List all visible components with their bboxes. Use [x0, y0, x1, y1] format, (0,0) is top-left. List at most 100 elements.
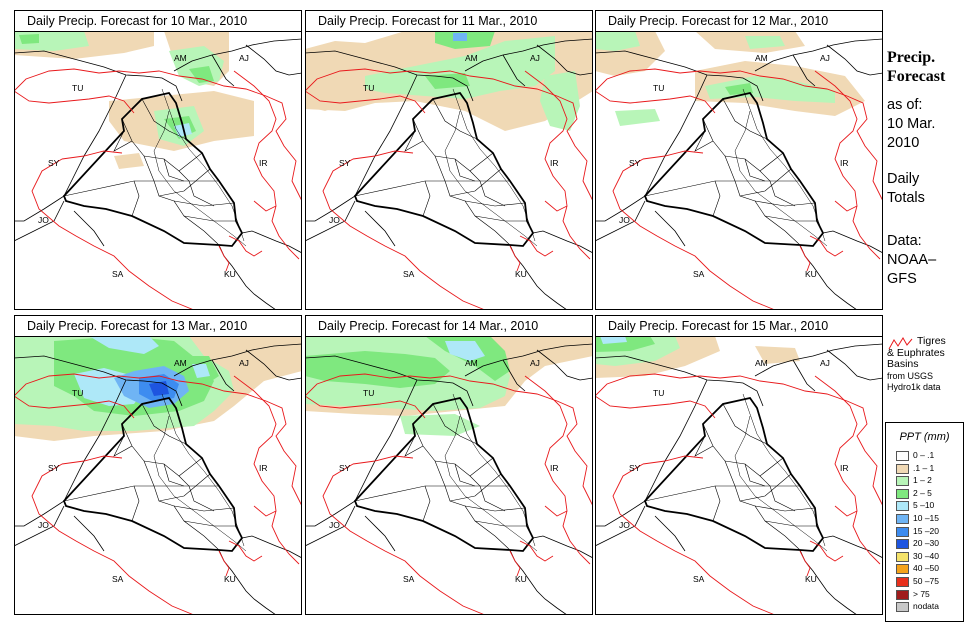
river-line — [742, 393, 826, 547]
country-border — [536, 349, 593, 381]
basin-boundary — [61, 150, 123, 160]
basin-boundary — [809, 540, 844, 562]
country-border — [14, 505, 65, 547]
legend-swatch — [896, 577, 909, 587]
basin-boundary — [218, 550, 230, 577]
legend-item: 5 –10 — [896, 500, 958, 512]
country-label: KU — [224, 269, 236, 279]
country-label: SA — [403, 574, 415, 584]
precip-map: AM AJ TU SY IR JO SA KU — [14, 336, 302, 615]
legend-title: PPT (mm) — [899, 431, 950, 443]
province-border — [432, 403, 478, 445]
precip-area — [745, 36, 785, 49]
river-line — [452, 88, 536, 242]
country-border — [305, 500, 356, 527]
country-label: KU — [805, 269, 817, 279]
province-border — [449, 473, 502, 502]
legend-item: 50 –75 — [896, 576, 958, 588]
basin-note-line-3: Basins — [887, 358, 919, 370]
country-border — [241, 230, 302, 254]
province-border — [734, 485, 801, 551]
province-border — [153, 180, 220, 246]
country-border — [73, 210, 105, 247]
precip-area — [149, 381, 169, 396]
legend-item: 10 –15 — [896, 513, 958, 525]
legend-item: 20 –30 — [896, 538, 958, 550]
country-border — [826, 44, 883, 76]
province-border — [121, 423, 155, 487]
country-border — [464, 38, 593, 72]
province-border — [722, 98, 768, 140]
precip-area — [192, 364, 210, 378]
country-border — [502, 54, 526, 87]
basin-boundary — [305, 373, 593, 507]
country-label: IR — [840, 158, 849, 168]
precip-area — [89, 336, 159, 354]
sidebar-data-line-1: Data: — [887, 233, 922, 249]
country-label: SY — [48, 463, 60, 473]
province-border — [744, 158, 766, 182]
country-border — [792, 359, 816, 392]
basin-boundary — [253, 505, 277, 517]
country-label: AJ — [820, 53, 830, 63]
country-border — [305, 195, 356, 222]
basin-boundary — [31, 463, 195, 615]
province-border — [158, 168, 211, 197]
province-border — [143, 152, 203, 172]
province-border — [178, 475, 215, 512]
country-border — [754, 343, 883, 377]
country-label: TU — [363, 388, 374, 398]
river-line — [161, 393, 245, 547]
country-border — [754, 38, 883, 72]
country-border — [173, 38, 302, 72]
country-label: SY — [339, 158, 351, 168]
country-border — [822, 230, 883, 254]
country-label: AM — [174, 358, 187, 368]
province-border — [454, 463, 476, 487]
country-border — [822, 535, 883, 559]
panel-title: Daily Precip. Forecast for 13 Mar., 2010 — [14, 315, 302, 338]
map-svg: AM AJ TU SY IR JO SA KU — [595, 31, 883, 310]
legend-item: 1 – 2 — [896, 475, 958, 487]
province-border — [754, 505, 816, 512]
province-border — [173, 200, 235, 207]
legend-label: 0 – .1 — [913, 450, 935, 460]
basin-boundary — [218, 245, 230, 272]
province-border — [694, 435, 714, 457]
basin-boundary — [305, 395, 426, 419]
basin-note-line-2: & Euphrates — [887, 346, 945, 359]
country-border — [644, 379, 708, 502]
province-border — [434, 457, 494, 477]
province-border — [163, 158, 185, 182]
country-label: AM — [755, 358, 768, 368]
country-border — [644, 74, 708, 197]
province-border — [739, 168, 792, 197]
forecast-panel-12: Daily Precip. Forecast for 12 Mar., 2010… — [595, 10, 883, 310]
province-border — [744, 463, 766, 487]
country-label: AJ — [239, 358, 249, 368]
legend-label: 50 –75 — [913, 576, 939, 586]
basin-boundary — [233, 375, 300, 565]
precip-area — [425, 73, 470, 89]
country-border — [364, 515, 396, 552]
iraq-border — [643, 91, 825, 247]
basin-boundary — [809, 235, 844, 257]
river-line — [161, 88, 245, 242]
country-label: SY — [339, 463, 351, 473]
province-border — [469, 475, 506, 512]
province-border — [434, 152, 494, 172]
province-border — [412, 118, 446, 182]
legend-item: 2 – 5 — [896, 488, 958, 500]
basin-boundary — [228, 540, 263, 562]
legend-label: > 75 — [913, 588, 930, 599]
panel-title: Daily Precip. Forecast for 14 Mar., 2010 — [305, 315, 593, 338]
country-label: IR — [259, 158, 268, 168]
country-label: JO — [619, 520, 630, 530]
country-label: AM — [174, 53, 187, 63]
legend-item: 15 –20 — [896, 526, 958, 538]
province-border — [702, 423, 736, 487]
iraq-border — [62, 91, 244, 247]
precip-area — [400, 414, 480, 436]
basin-boundary — [814, 70, 881, 260]
basin-boundary — [612, 158, 776, 310]
